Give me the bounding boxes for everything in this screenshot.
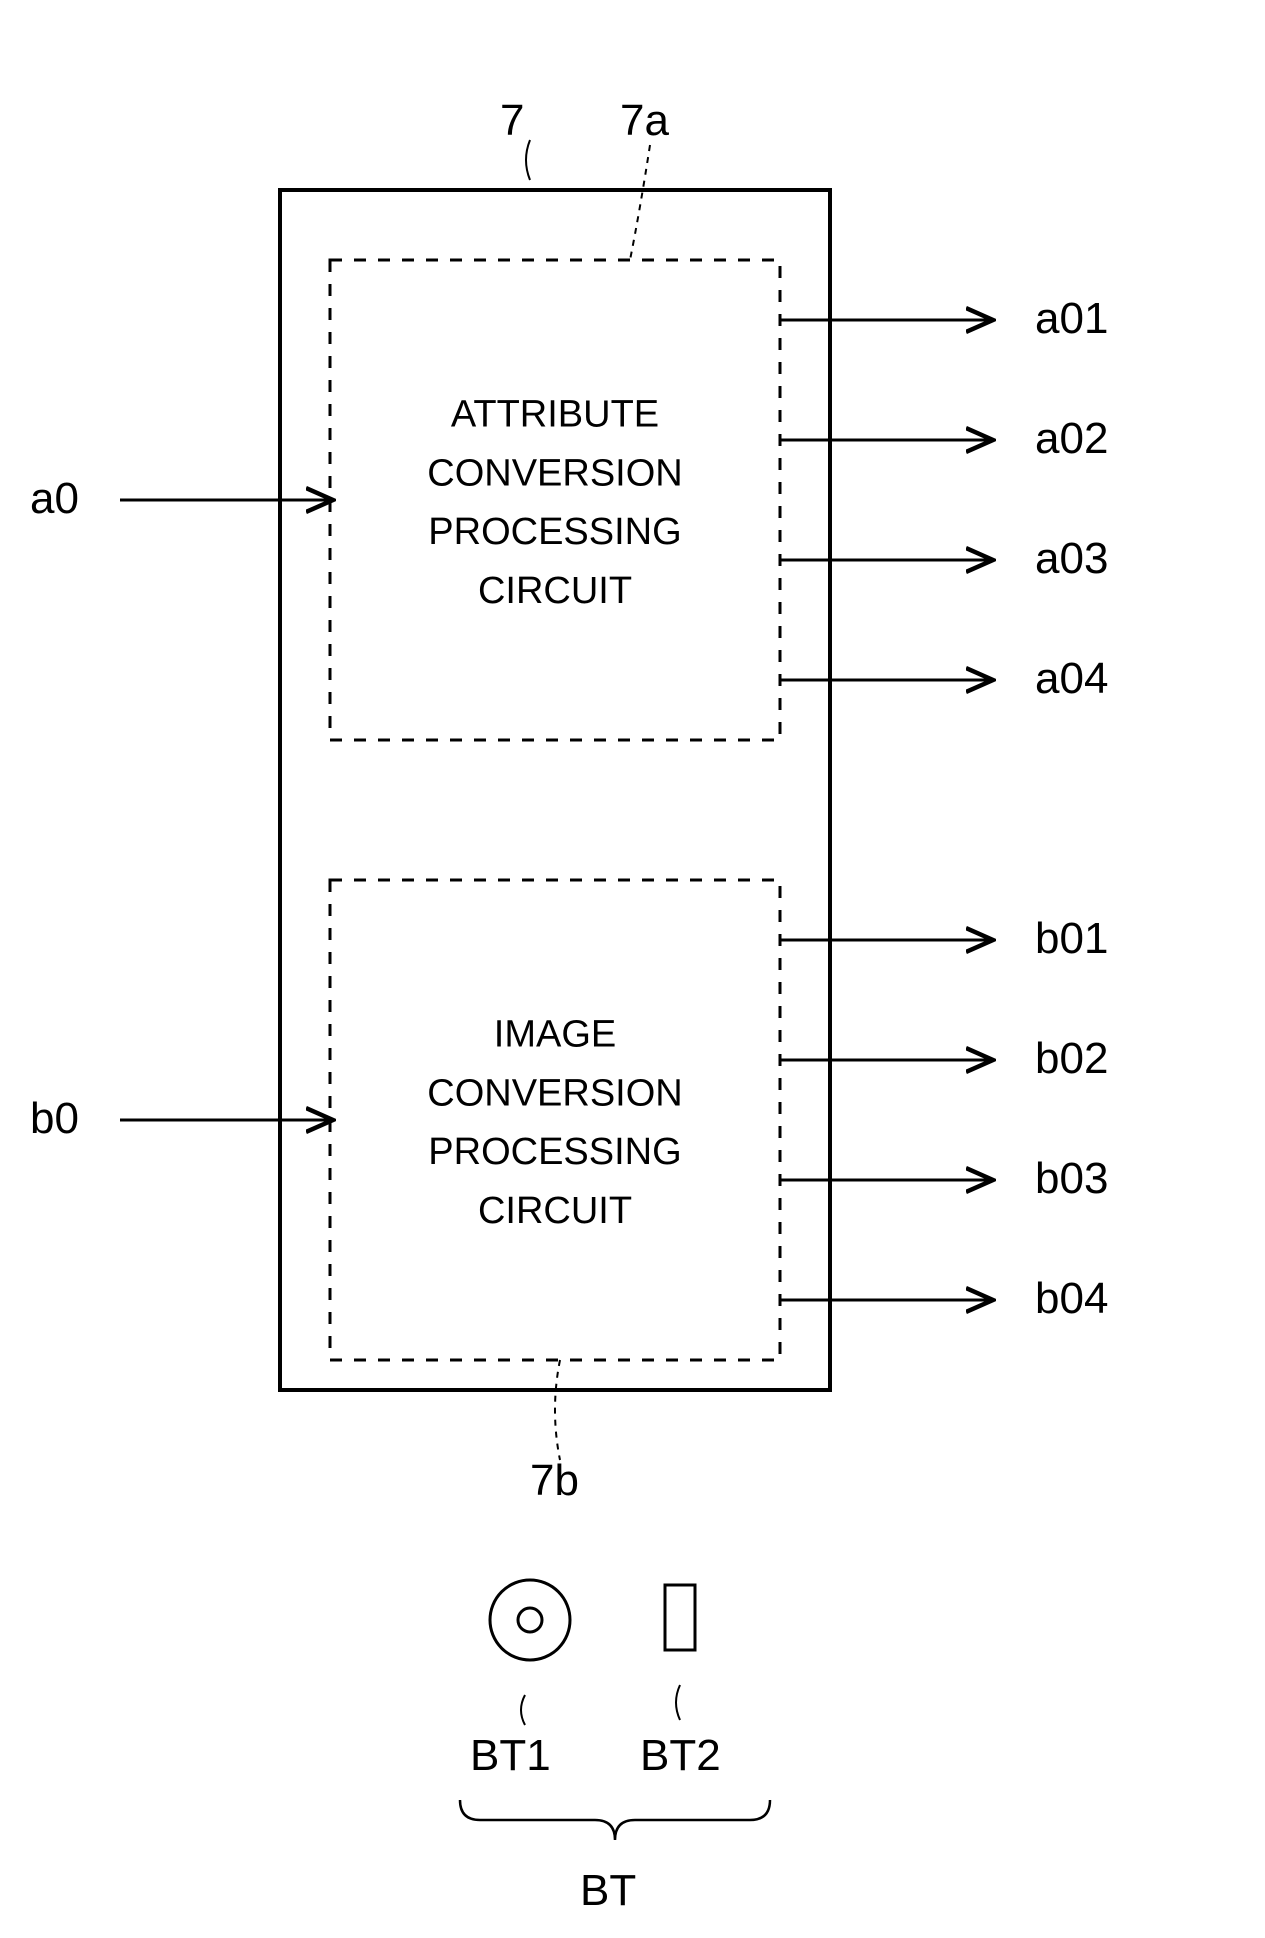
- leader-7b: [555, 1360, 560, 1460]
- input-label-a0: a0: [30, 474, 79, 524]
- leader-7a: [630, 145, 650, 260]
- box-label-7a-line-3: CIRCUIT: [478, 570, 632, 612]
- output-label-b03: b03: [1035, 1154, 1108, 1204]
- bt2-rect: [665, 1585, 695, 1650]
- box-label-7b-line-2: PROCESSING: [428, 1131, 681, 1173]
- label-bt1: BT1: [470, 1731, 551, 1781]
- box-label-7a-line-1: CONVERSION: [427, 452, 682, 494]
- diagram-svg: ATTRIBUTE CONVERSION PROCESSING CIRCUIT IMAG…: [0, 0, 1265, 1938]
- label-7b: 7b: [530, 1456, 579, 1506]
- box-label-7b-line-1: CONVERSION: [427, 1072, 682, 1114]
- input-label-b0: b0: [30, 1094, 79, 1144]
- box-label-7a-line-0: ATTRIBUTE: [451, 393, 659, 435]
- box-label-7a-line-2: PROCESSING: [428, 511, 681, 553]
- label-7: 7: [500, 96, 524, 146]
- output-label-a01: a01: [1035, 294, 1108, 344]
- box-label-7b-line-0: IMAGE: [494, 1013, 616, 1055]
- bt1-circle-inner: [518, 1608, 542, 1632]
- output-label-a03: a03: [1035, 534, 1108, 584]
- label-7a: 7a: [620, 96, 669, 146]
- output-label-a04: a04: [1035, 654, 1108, 704]
- inner-box-7b: [330, 880, 780, 1360]
- output-label-b04: b04: [1035, 1274, 1108, 1324]
- bt1-circle-outer: [490, 1580, 570, 1660]
- output-label-a02: a02: [1035, 414, 1108, 464]
- output-label-b01: b01: [1035, 914, 1108, 964]
- tick-bt1: [521, 1695, 525, 1725]
- label-bt2: BT2: [640, 1731, 721, 1781]
- label-bt: BT: [580, 1866, 636, 1916]
- tick-7: [526, 140, 530, 180]
- box-label-7b-line-3: CIRCUIT: [478, 1190, 632, 1232]
- brace-bt: [460, 1800, 770, 1840]
- inner-box-7a: [330, 260, 780, 740]
- output-label-b02: b02: [1035, 1034, 1108, 1084]
- tick-bt2: [676, 1685, 680, 1720]
